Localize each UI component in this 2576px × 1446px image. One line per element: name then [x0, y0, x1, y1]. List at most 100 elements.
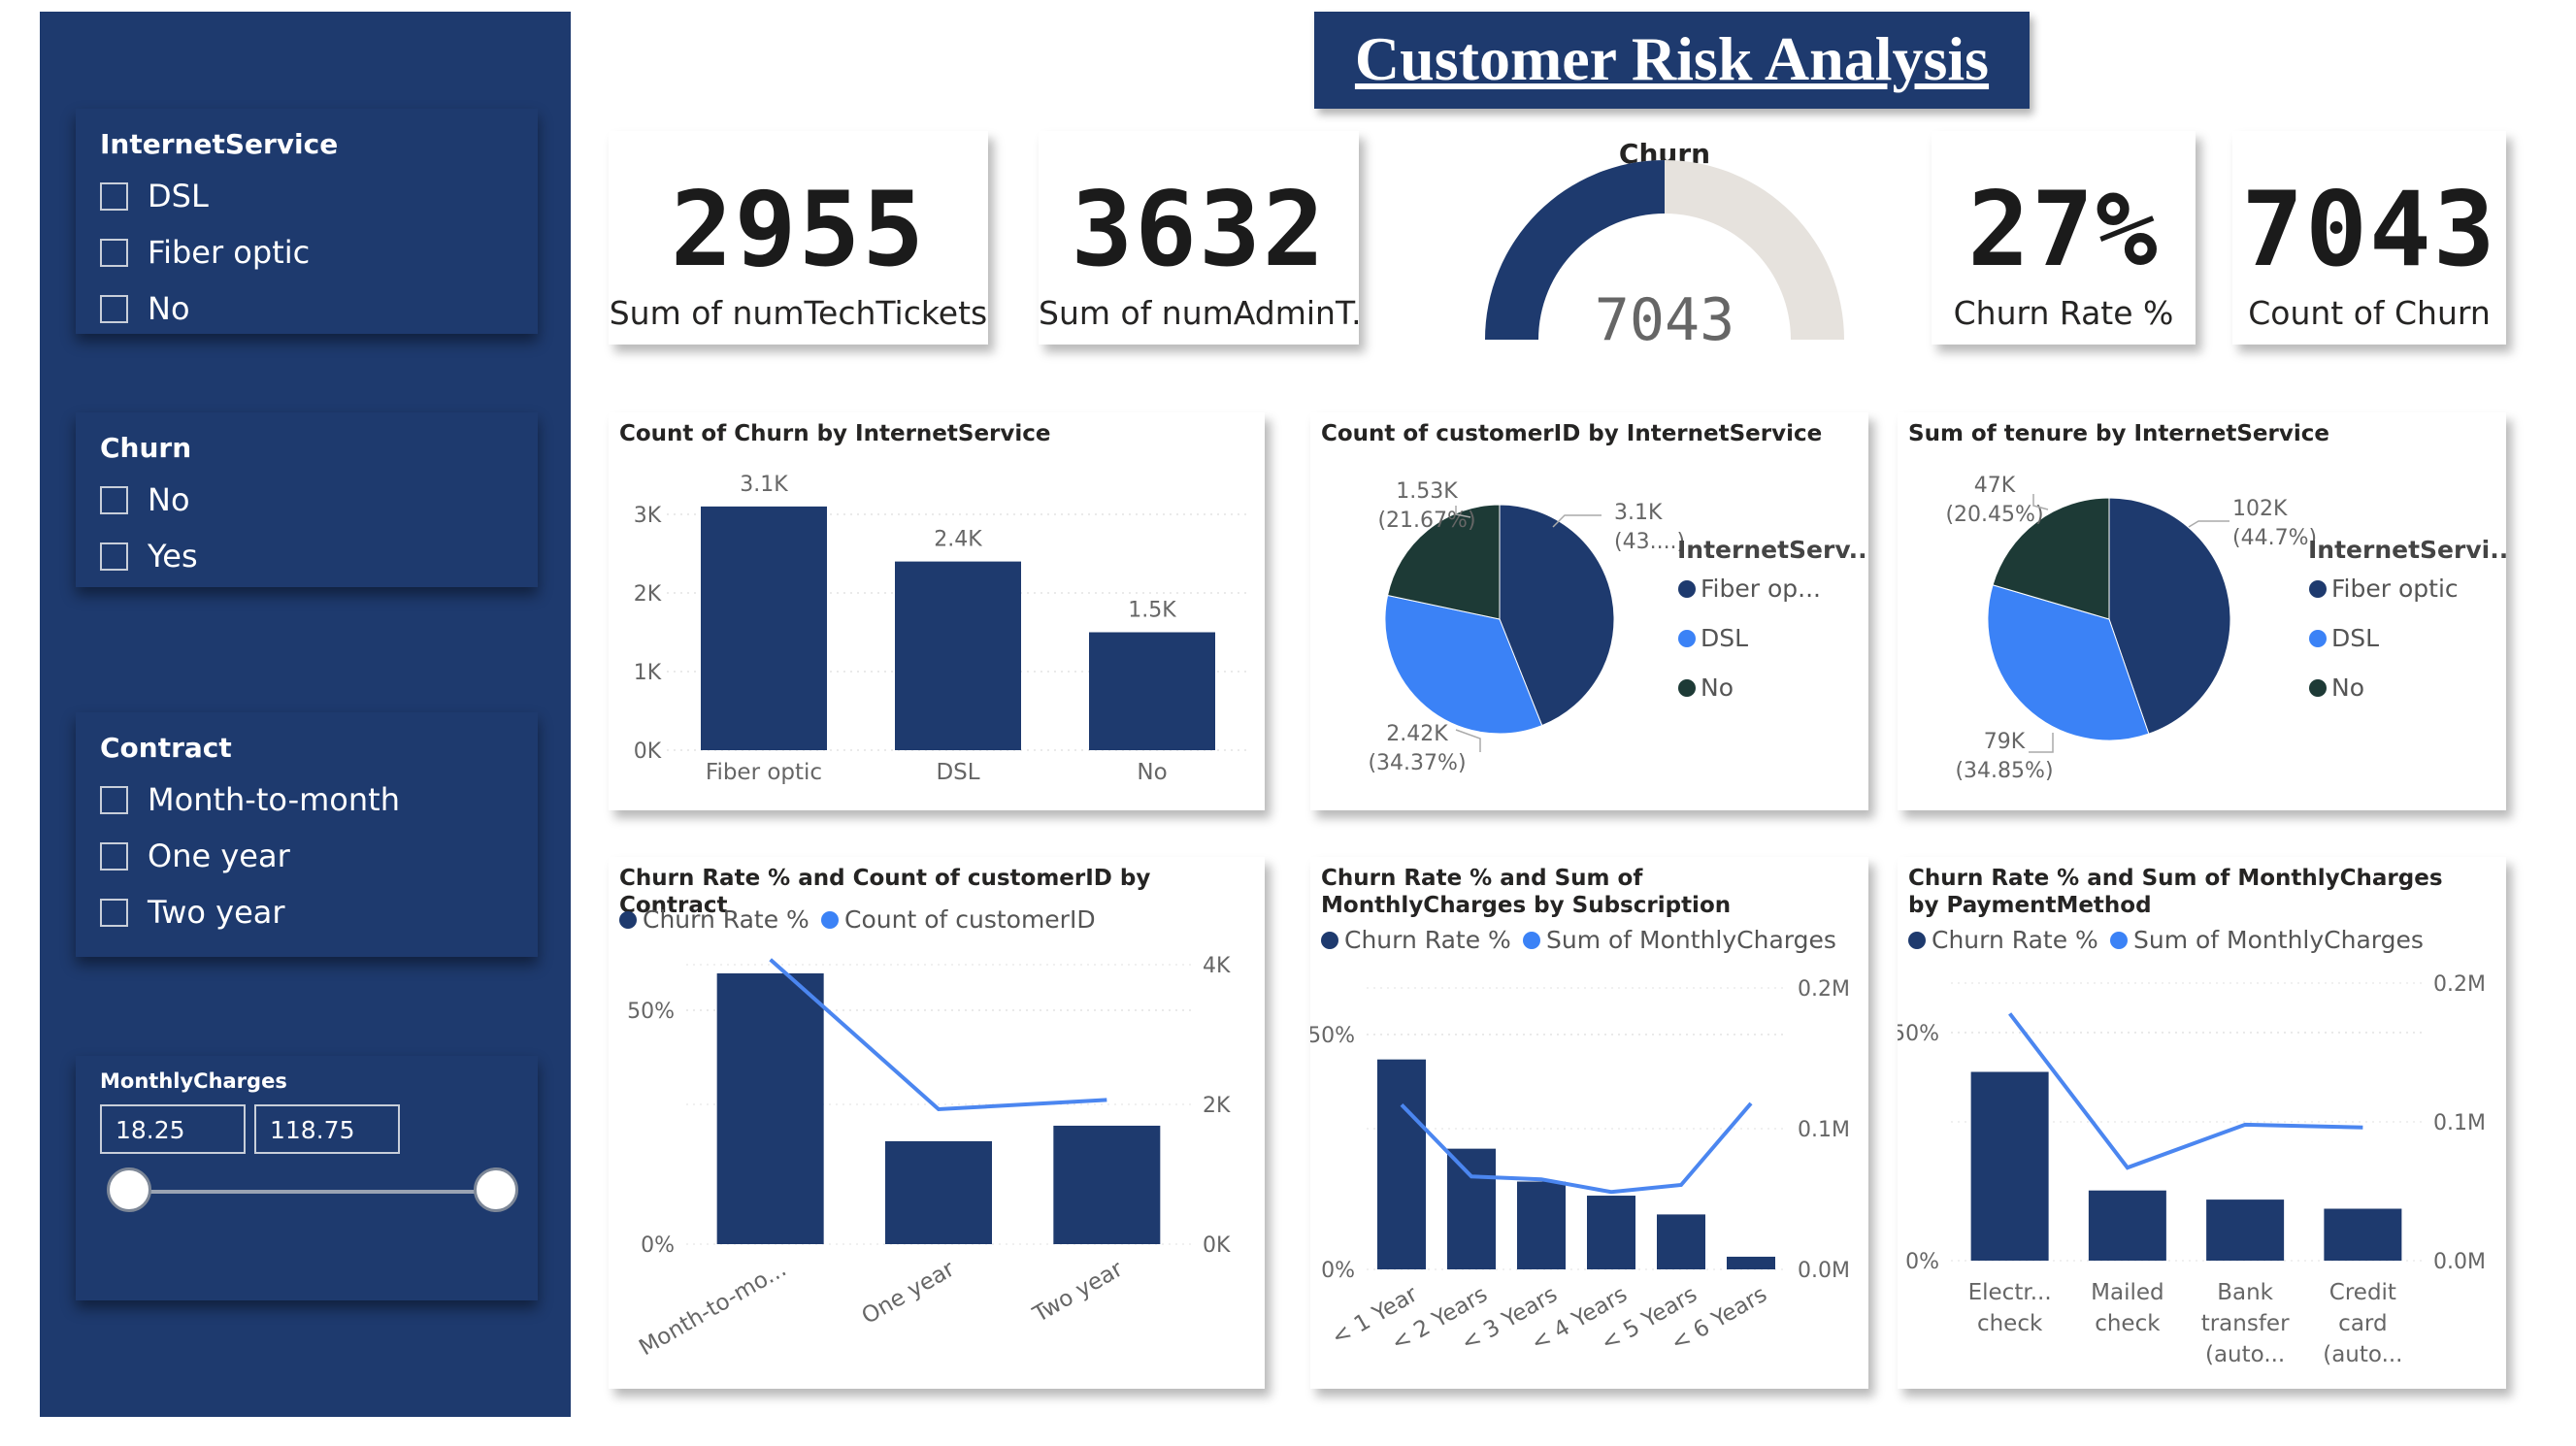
checkbox[interactable] — [100, 294, 128, 323]
checkbox[interactable] — [100, 898, 128, 927]
legend-marker — [1321, 932, 1338, 949]
slicer-title: Contract — [100, 732, 232, 764]
leader-line — [1455, 506, 1471, 518]
leader-line — [1455, 729, 1481, 752]
bar — [701, 506, 827, 750]
pie-chart: 102K (44.7%) 79K (34.85%) 47K (20.45%) Interne… — [1945, 474, 2506, 783]
checkbox[interactable] — [100, 181, 128, 211]
legend-label: Fiber optic — [2331, 575, 2459, 603]
legend-label: Sum of MonthlyCharges — [2133, 926, 2424, 954]
option-label: Yes — [148, 538, 198, 575]
legend-label: Fiber op... — [1701, 575, 1821, 603]
visual-title: Churn Rate % and Sum of MonthlyCharges b… — [1908, 866, 2443, 918]
x-tick-label: check — [2095, 1311, 2161, 1336]
customers-by-internet-card[interactable]: Count of customerID by InternetService 3… — [1310, 412, 1868, 810]
legend-marker — [619, 911, 637, 929]
data-label: 1.5K — [1128, 599, 1176, 623]
slice-percent-label: (34.85%) — [1955, 759, 2053, 783]
y-right-tick-label: 2K — [1203, 1094, 1231, 1118]
title-banner: Customer Risk Analysis — [1314, 12, 2030, 109]
combo-chart: Churn Rate % Sum of MonthlyCharges 0% 50% 0.… — [1898, 926, 2486, 1367]
legend-label: Churn Rate % — [1932, 926, 2098, 954]
bar — [1053, 1125, 1161, 1244]
legend-marker — [1523, 932, 1540, 949]
range-min-handle[interactable] — [107, 1167, 151, 1212]
y-tick-label: 1K — [634, 661, 662, 685]
visual-title: Count of Churn by InternetService — [619, 421, 1051, 446]
slice-value-label: 102K — [2232, 497, 2288, 521]
leader-line — [2188, 520, 2229, 528]
tenure-by-internet-card[interactable]: Sum of tenure by InternetService 102K (44… — [1898, 412, 2506, 810]
legend-marker — [2309, 630, 2327, 647]
kpi-value: 2955 — [670, 170, 927, 289]
legend-marker — [2110, 932, 2128, 949]
gauge-value: 7043 — [1594, 286, 1735, 354]
payment-combo-card[interactable]: Churn Rate % and Sum of MonthlyCharges b… — [1898, 857, 2506, 1389]
y-right-tick-label: 0.2M — [2433, 972, 2486, 997]
bar — [1657, 1214, 1705, 1269]
bar — [2206, 1200, 2285, 1261]
data-label: 2.4K — [934, 528, 982, 552]
range-min-input[interactable]: 18.25 — [100, 1104, 246, 1154]
slicer-option-month-to-month[interactable]: Month-to-month — [100, 780, 400, 819]
bar — [1517, 1181, 1566, 1269]
churn-by-internet-card[interactable]: Count of Churn by InternetService 0K 1K 2K… — [609, 412, 1265, 810]
bar — [1587, 1196, 1635, 1269]
y-right-tick-label: 0K — [1203, 1233, 1231, 1258]
kpi-label: Count of Churn — [2248, 294, 2491, 332]
legend-label: DSL — [2331, 624, 2379, 652]
subscription-combo-card[interactable]: Churn Rate % and Sum of MonthlyCharges b… — [1310, 857, 1868, 1389]
slicer-title: InternetService — [100, 128, 339, 160]
pie-slice — [1386, 504, 1501, 620]
slicer-option-fiber-optic[interactable]: Fiber optic — [100, 233, 310, 272]
option-label: DSL — [148, 178, 209, 214]
contract-combo-card[interactable]: Churn Rate % and Count of customerID by … — [609, 857, 1265, 1389]
bar — [1089, 632, 1215, 750]
slice-percent-label: (43....) — [1614, 530, 1685, 554]
checkbox[interactable] — [100, 485, 128, 514]
y-left-tick-label: 0% — [1905, 1250, 1939, 1274]
kpi-value: 7043 — [2241, 170, 2497, 289]
slicer-option-no[interactable]: No — [100, 480, 190, 519]
pie-slice — [1384, 594, 1543, 735]
slicer-option-one-year[interactable]: One year — [100, 837, 290, 875]
slicer-option-yes[interactable]: Yes — [100, 537, 198, 575]
bar — [1970, 1071, 2049, 1261]
checkbox[interactable] — [100, 238, 128, 267]
visual-title: Count of customerID by InternetService — [1321, 421, 1823, 446]
bar — [895, 561, 1021, 750]
slice-percent-label: (44.7%) — [2232, 526, 2317, 550]
legend-label: Count of customerID — [844, 905, 1096, 934]
combo-chart: Churn Rate % Sum of MonthlyCharges 0% 50% 0.… — [1310, 926, 1850, 1357]
range-max-handle[interactable] — [474, 1167, 518, 1212]
checkbox[interactable] — [100, 841, 128, 871]
x-tick-label: No — [1137, 760, 1167, 785]
leader-line — [1552, 514, 1602, 528]
range-max-input[interactable]: 118.75 — [254, 1104, 400, 1154]
bar-chart: 0K 1K 2K 3K 3.1K Fiber optic 2.4K DSL 1.5K No — [634, 473, 1249, 785]
x-tick-label: One year — [858, 1256, 960, 1330]
kpi-card-admin-tickets: 3632 Sum of numAdminT... — [1039, 131, 1359, 345]
slicer-option-two-year[interactable]: Two year — [100, 893, 285, 932]
x-tick-label: Two year — [1028, 1256, 1127, 1328]
kpi-card-churn-rate: 27% Churn Rate % — [1932, 131, 2196, 345]
bar — [1447, 1148, 1496, 1269]
kpi-label: Sum of numTechTickets — [609, 294, 988, 332]
slicer-option-dsl[interactable]: DSL — [100, 177, 209, 215]
slice-value-label: 2.42K — [1386, 722, 1448, 746]
visual-title: Churn Rate % and Sum of MonthlyCharges b… — [1321, 866, 1732, 918]
y-left-tick-label: 50% — [1310, 1024, 1355, 1048]
checkbox[interactable] — [100, 785, 128, 814]
legend-marker — [1678, 630, 1696, 647]
x-tick-label: (auto... — [2205, 1342, 2285, 1367]
y-left-tick-label: 50% — [627, 1000, 675, 1024]
kpi-card-tech-tickets: 2955 Sum of numTechTickets — [609, 131, 988, 345]
visual-title: Churn Rate % and Count of customerID by … — [619, 866, 1151, 918]
filter-sidebar: InternetService DSL Fiber optic No Churn… — [40, 12, 571, 1417]
slicer-option-no[interactable]: No — [100, 289, 190, 328]
x-tick-label: card — [2338, 1311, 2387, 1336]
y-left-tick-label: 50% — [1898, 1022, 1939, 1046]
checkbox[interactable] — [100, 542, 128, 571]
legend-label: No — [2331, 674, 2364, 702]
y-right-tick-label: 0.2M — [1798, 977, 1850, 1002]
